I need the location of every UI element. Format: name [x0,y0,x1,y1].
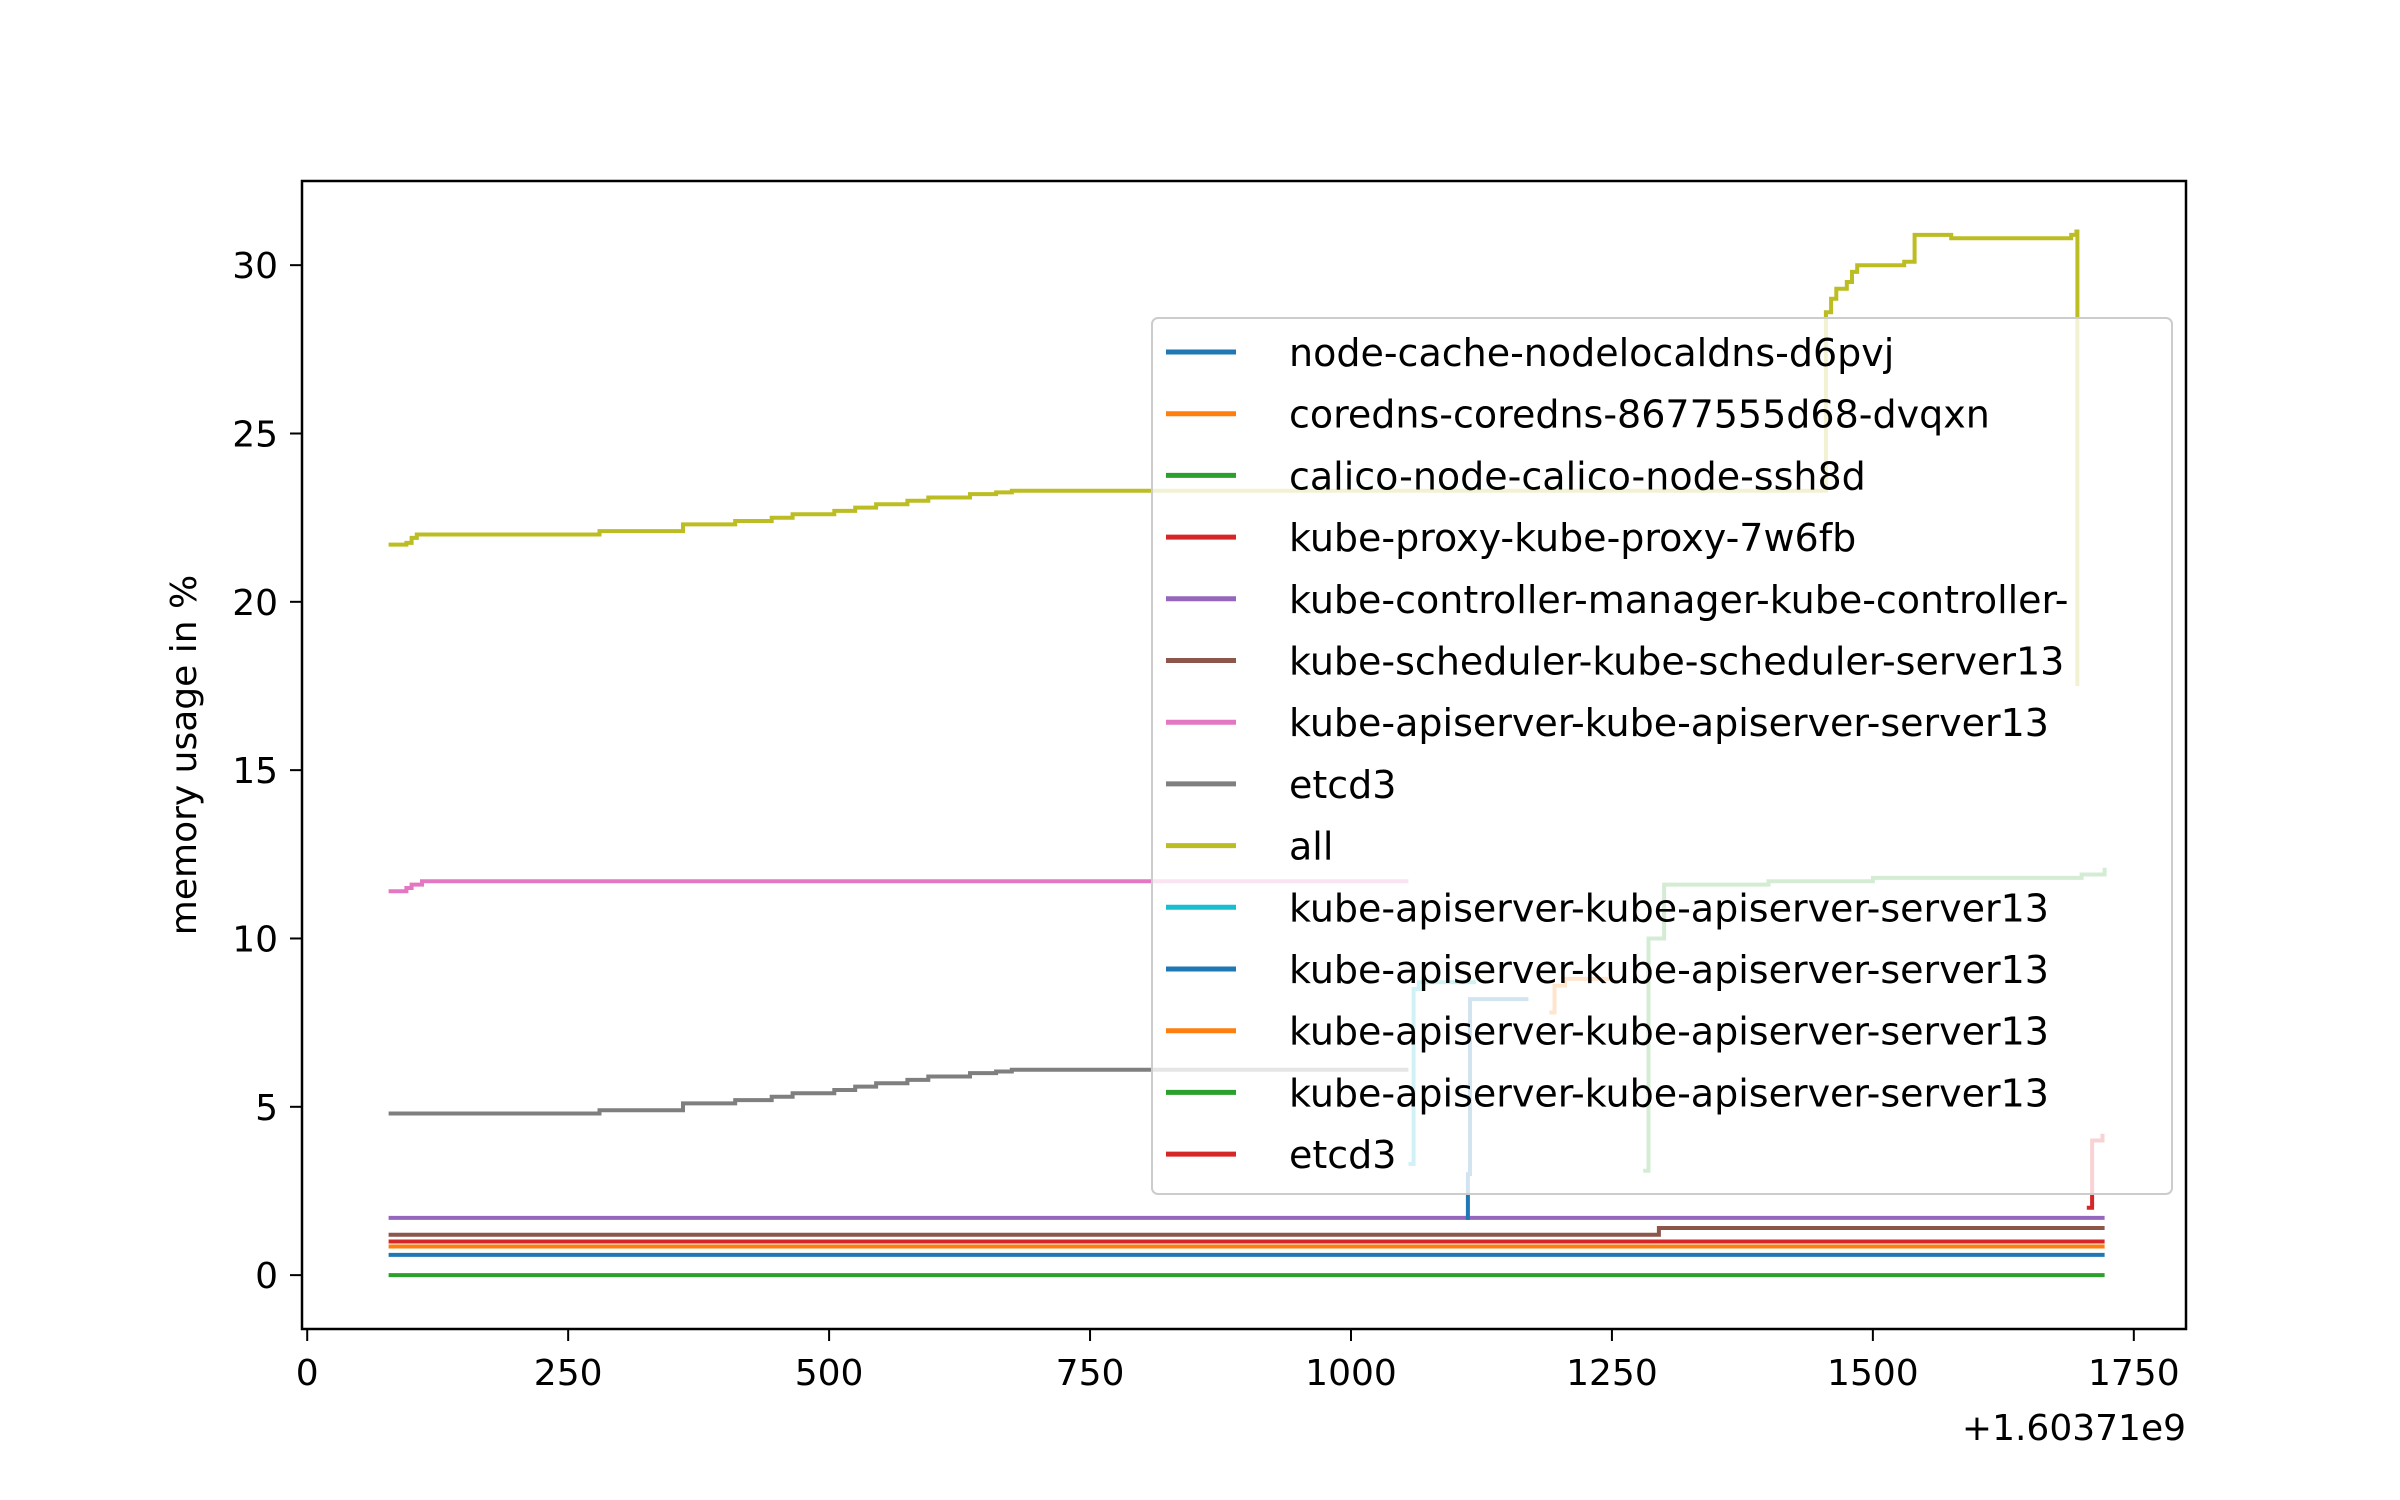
y-tick-label: 10 [232,919,278,960]
series-line-5 [388,1226,2105,1237]
x-tick-label: 1000 [1305,1353,1397,1394]
series-line-6 [388,879,1409,894]
legend: node-cache-nodelocaldns-d6pvj coredns-cor… [1151,317,2173,1195]
legend-entry-label: kube-scheduler-kube-scheduler-server13 [1289,640,2064,684]
legend-entry-label: node-cache-nodelocaldns-d6pvj [1289,331,1894,375]
legend-entry-label: kube-apiserver-kube-apiserver-server13 [1289,886,2049,930]
y-tick-label: 15 [232,751,278,792]
x-tick-label: 1500 [1827,1353,1919,1394]
legend-entry-label: etcd3 [1289,763,1396,807]
y-tick-label: 5 [255,1088,278,1129]
x-axis-offset-text: +1.60371e9 [1962,1408,2186,1449]
legend-entry-label: kube-controller-manager-kube-controller- [1289,578,2068,622]
legend-entry-label: all [1289,825,1333,869]
plot-frame [300,179,2188,1331]
legend-entry-label: kube-apiserver-kube-apiserver-server13 [1289,948,2049,992]
series-line-7 [388,1067,1409,1116]
legend-entry-label: etcd3 [1289,1133,1396,1177]
legend-entry-label: calico-node-calico-node-ssh8d [1289,454,1866,498]
legend-box [1151,317,2173,1195]
series-line-8 [388,229,2080,686]
y-tick-label: 0 [255,1256,278,1297]
legend-entry-label: kube-apiserver-kube-apiserver-server13 [1289,1010,2049,1054]
y-tick-label: 30 [232,246,278,287]
legend-entry-label: kube-apiserver-kube-apiserver-server13 [1289,1071,2049,1115]
x-tick-label: 1250 [1566,1353,1658,1394]
x-axis-ticks: 0 250 500 750 1000 1250 1500 1750 [296,1329,2180,1394]
y-axis-ticks: 0 5 10 15 20 25 30 [232,246,302,1297]
x-tick-label: 250 [534,1353,603,1394]
y-tick-label: 20 [232,583,278,624]
legend-entry-label: coredns-coredns-8677555d68-dvqxn [1289,393,1990,437]
y-axis-label: memory usage in % [164,575,205,935]
x-tick-label: 1750 [2088,1353,2180,1394]
x-tick-label: 500 [795,1353,864,1394]
y-tick-label: 25 [232,414,278,455]
legend-entry-label: kube-apiserver-kube-apiserver-server13 [1289,701,2049,745]
legend-entry-label: kube-proxy-kube-proxy-7w6fb [1289,516,1856,560]
x-tick-label: 0 [296,1353,319,1394]
x-tick-label: 750 [1056,1353,1125,1394]
